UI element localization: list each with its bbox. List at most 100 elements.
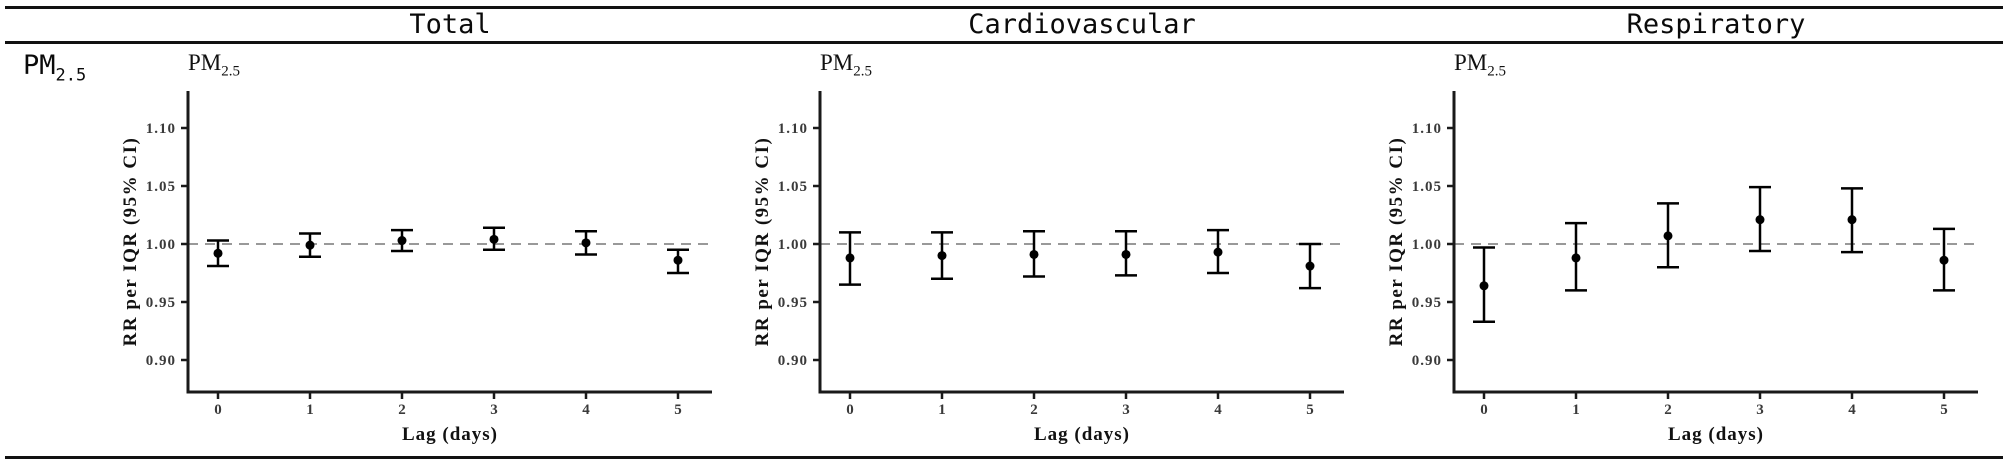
panel-title-text: PM xyxy=(1454,50,1488,75)
y-tick-label: 1.10 xyxy=(778,121,808,137)
row-label-text: PM xyxy=(23,50,56,81)
x-tick-label: 5 xyxy=(674,402,682,418)
y-tick-label: 1.10 xyxy=(146,121,176,137)
x-tick-label: 3 xyxy=(490,402,498,418)
data-point-group xyxy=(575,229,597,256)
data-point-group xyxy=(1933,227,1955,292)
x-axis-title: Lag (days) xyxy=(1668,424,1764,445)
y-tick-label: 1.00 xyxy=(1412,237,1442,253)
row-label-pm25: PM2.5 xyxy=(23,50,86,84)
x-tick-label: 0 xyxy=(846,402,854,418)
panel-cardiovascular: PM2.5 0.90 0.95 1.00 1.05 1.10 0 1 2 3 4 5 Lag (day… xyxy=(670,0,1360,469)
point-estimate xyxy=(1939,255,1949,265)
x-tick-label: 5 xyxy=(1306,402,1314,418)
data-point-group xyxy=(1749,185,1771,253)
data-point-group xyxy=(483,226,505,252)
point-estimate xyxy=(1571,253,1581,263)
y-axis-title: RR per IQR (95% CI) xyxy=(120,137,141,347)
row-label-subscript: 2.5 xyxy=(55,65,87,86)
x-axis-title: Lag (days) xyxy=(402,424,498,445)
x-tick-label: 4 xyxy=(1214,402,1222,418)
bottom-rule xyxy=(5,456,2003,459)
x-tick-label: 2 xyxy=(1030,402,1038,418)
chart-respiratory: 0.90 0.95 1.00 1.05 1.10 0 1 2 3 4 5 Lag (days) RR p… xyxy=(1304,78,1994,463)
point-estimate xyxy=(305,240,315,250)
column-header-total: Total xyxy=(409,9,491,40)
data-point-group xyxy=(1565,221,1587,292)
x-tick-label: 3 xyxy=(1122,402,1130,418)
data-point-group xyxy=(667,248,689,275)
y-tick-label: 1.10 xyxy=(1412,121,1442,137)
x-tick-label: 3 xyxy=(1756,402,1764,418)
data-point-group xyxy=(1841,187,1863,254)
data-point-group xyxy=(1299,242,1321,290)
point-estimate xyxy=(397,236,407,246)
point-estimate xyxy=(1029,249,1039,259)
data-point-group xyxy=(1473,246,1495,323)
y-tick-label: 0.90 xyxy=(146,353,176,369)
panel-title-subscript: 2.5 xyxy=(853,63,872,80)
y-tick-label: 0.95 xyxy=(1412,295,1442,311)
point-estimate xyxy=(937,251,947,261)
point-estimate xyxy=(489,234,499,244)
data-point-group xyxy=(1207,228,1229,275)
panel-title-pm25: PM2.5 xyxy=(820,50,872,79)
data-point-group xyxy=(931,231,953,281)
panel-title-subscript: 2.5 xyxy=(221,63,240,80)
point-estimate xyxy=(1305,261,1315,271)
data-point-group xyxy=(839,231,861,286)
point-estimate xyxy=(1479,281,1489,291)
point-estimate xyxy=(673,255,683,265)
data-point-group xyxy=(299,232,321,259)
chart-total: 0.90 0.95 1.00 1.05 1.10 0 1 2 3 4 5 Lag (days) RR p… xyxy=(38,78,728,463)
y-tick-label: 1.05 xyxy=(1412,179,1442,195)
data-point-group xyxy=(1657,202,1679,269)
panel-title-text: PM xyxy=(820,50,854,75)
point-estimate xyxy=(1213,247,1223,257)
panel-title-pm25: PM2.5 xyxy=(1454,50,1506,79)
data-point-group xyxy=(391,228,413,253)
point-estimate xyxy=(1847,215,1857,225)
y-tick-label: 1.05 xyxy=(146,179,176,195)
chart-cardiovascular: 0.90 0.95 1.00 1.05 1.10 0 1 2 3 4 5 Lag (days) RR p… xyxy=(670,78,1360,463)
x-tick-label: 0 xyxy=(1480,402,1488,418)
panel-total: PM2.5 0.90 0.95 1.00 1.05 1.10 0 1 2 3 4 5 Lag (day… xyxy=(38,0,728,469)
point-estimate xyxy=(1663,231,1673,241)
chart-svg: 0.90 0.95 1.00 1.05 1.10 0 1 2 3 4 5 Lag (days) RR p… xyxy=(120,91,712,445)
chart-svg: 0.90 0.95 1.00 1.05 1.10 0 1 2 3 4 5 Lag (days) RR p… xyxy=(752,91,1344,445)
y-tick-label: 1.05 xyxy=(778,179,808,195)
x-tick-label: 4 xyxy=(1848,402,1856,418)
column-header-cardiovascular: Cardiovascular xyxy=(968,9,1196,40)
y-tick-label: 0.90 xyxy=(1412,353,1442,369)
panel-title-pm25: PM2.5 xyxy=(188,50,240,79)
x-axis-title: Lag (days) xyxy=(1034,424,1130,445)
x-tick-label: 1 xyxy=(306,402,314,418)
y-tick-label: 0.95 xyxy=(778,295,808,311)
y-tick-label: 1.00 xyxy=(778,237,808,253)
data-point-group xyxy=(1115,229,1137,277)
header-divider-rule xyxy=(5,41,2003,44)
data-point-group xyxy=(1023,229,1045,278)
x-tick-label: 2 xyxy=(398,402,406,418)
y-tick-label: 1.00 xyxy=(146,237,176,253)
point-estimate xyxy=(1755,215,1765,225)
x-tick-label: 4 xyxy=(582,402,590,418)
point-estimate xyxy=(213,248,223,258)
panel-respiratory: PM2.5 0.90 0.95 1.00 1.05 1.10 0 1 2 3 4 5 Lag (day… xyxy=(1304,0,1994,469)
y-tick-label: 0.90 xyxy=(778,353,808,369)
x-tick-label: 1 xyxy=(1572,402,1580,418)
x-tick-label: 2 xyxy=(1664,402,1672,418)
data-point-group xyxy=(207,239,229,268)
x-tick-label: 1 xyxy=(938,402,946,418)
x-tick-label: 5 xyxy=(1940,402,1948,418)
point-estimate xyxy=(581,238,591,248)
y-tick-label: 0.95 xyxy=(146,295,176,311)
y-axis-title: RR per IQR (95% CI) xyxy=(752,137,773,347)
chart-svg: 0.90 0.95 1.00 1.05 1.10 0 1 2 3 4 5 Lag (days) RR p… xyxy=(1386,91,1978,445)
point-estimate xyxy=(845,253,855,263)
panel-title-subscript: 2.5 xyxy=(1487,63,1506,80)
y-axis-title: RR per IQR (95% CI) xyxy=(1386,137,1407,347)
column-header-respiratory: Respiratory xyxy=(1626,9,1806,40)
panel-title-text: PM xyxy=(188,50,222,75)
